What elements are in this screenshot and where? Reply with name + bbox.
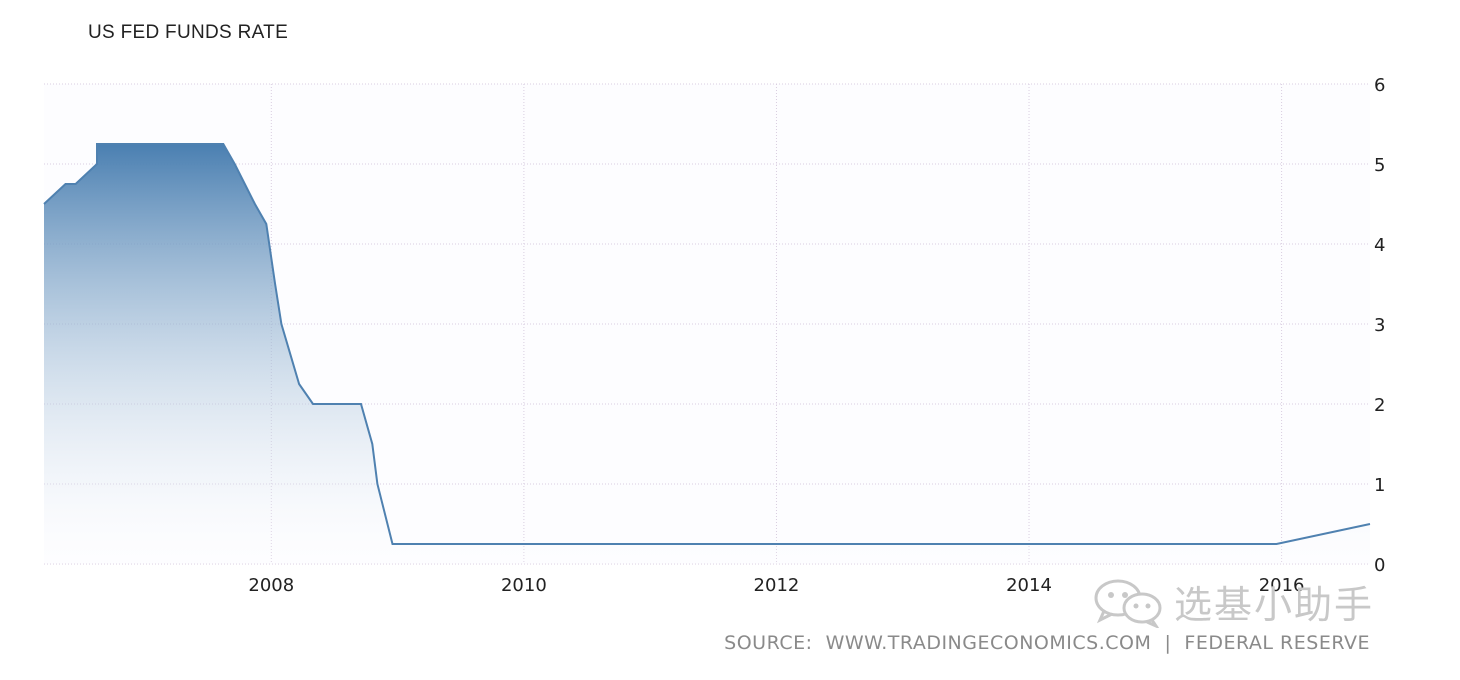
y-tick-label: 2 bbox=[1374, 395, 1385, 416]
y-tick-labels: 0 1 2 3 4 5 6 bbox=[1374, 75, 1385, 576]
x-tick-label: 2016 bbox=[1259, 575, 1305, 596]
x-tick-label: 2012 bbox=[754, 575, 800, 596]
x-tick-label: 2008 bbox=[248, 575, 294, 596]
y-tick-label: 3 bbox=[1374, 315, 1385, 336]
y-tick-label: 4 bbox=[1374, 235, 1385, 256]
rate-line bbox=[43, 143, 1371, 545]
y-tick-label: 6 bbox=[1374, 75, 1385, 96]
chart-title: US FED FUNDS RATE bbox=[88, 22, 289, 43]
x-tick-label: 2010 bbox=[501, 575, 547, 596]
watermark: 选基小助手 bbox=[1090, 574, 1374, 629]
source-note: SOURCE: WWW.TRADINGECONOMICS.COM | FEDER… bbox=[724, 632, 1370, 654]
y-tick-label: 0 bbox=[1374, 555, 1385, 576]
y-tick-label: 1 bbox=[1374, 475, 1385, 496]
y-tick-label: 5 bbox=[1374, 155, 1385, 176]
watermark-text: 选基小助手 bbox=[1174, 583, 1375, 627]
wechat-icon bbox=[1094, 579, 1162, 628]
rate-area bbox=[44, 144, 1370, 564]
x-tick-label: 2014 bbox=[1006, 575, 1052, 596]
x-tick-labels: 2008 2010 2012 2014 2016 bbox=[248, 575, 1304, 596]
